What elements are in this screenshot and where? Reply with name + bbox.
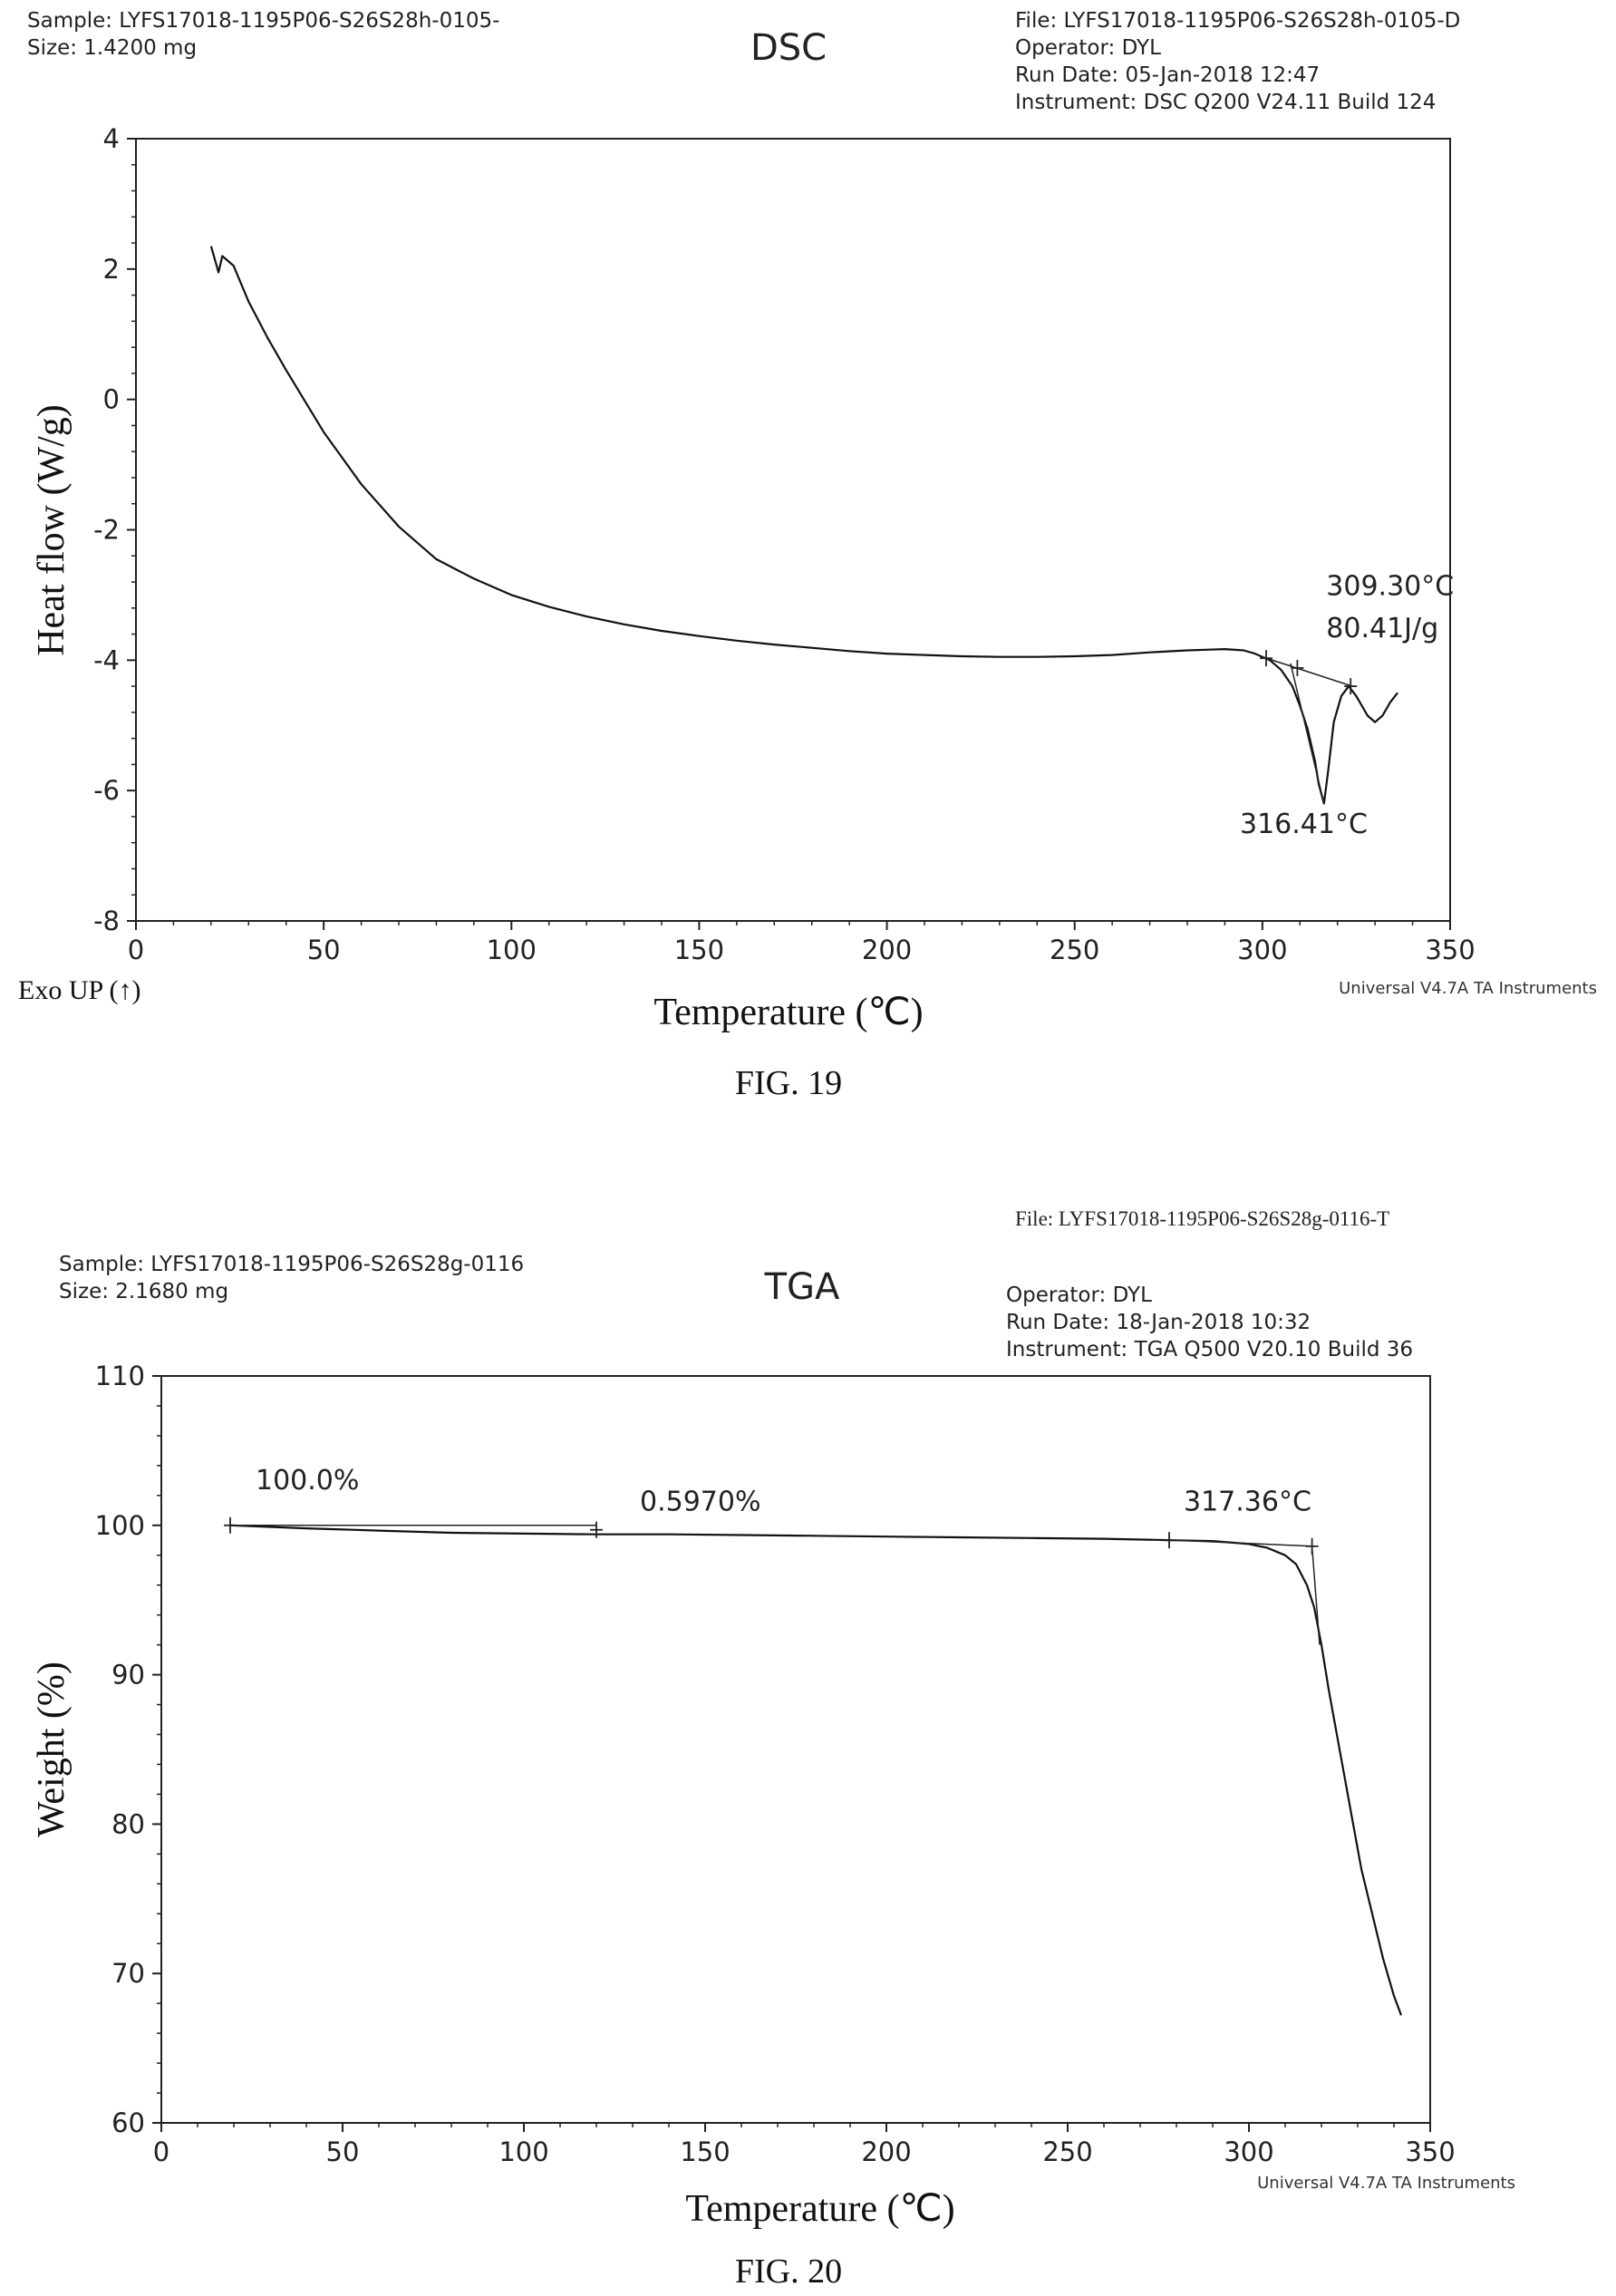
dsc-x-tick-label: 350 [1425, 935, 1475, 965]
dsc-annotation: 80.41J/g [1326, 613, 1438, 644]
dsc-file-label: File: LYFS17018-1195P06-S26S28h-0105-D [1015, 9, 1460, 33]
tga-x-ticks: 0 50 100 150 200 250 300 350 [153, 2123, 1456, 2167]
tga-marks: 100.0% 0.5970% 317.36°C [224, 1465, 1403, 2016]
dsc-y-tick-label: 0 [103, 384, 120, 415]
tga-y-tick-label: 60 [111, 2107, 145, 2138]
dsc-operator-label: Operator: DYL [1015, 36, 1161, 60]
dsc-analysis-line [1262, 656, 1353, 687]
tga-title: TGA [764, 1266, 840, 1308]
tga-x-tick-label: 0 [153, 2136, 169, 2167]
dsc-x-tick-label: 0 [128, 935, 144, 965]
dsc-y-ticks: -8 -6 -4 -2 0 2 4 [93, 123, 136, 936]
dsc-analysis-line [1290, 663, 1325, 804]
tga-annotation: 317.36°C [1184, 1486, 1311, 1517]
dsc-x-ticks: 0 50 100 150 200 250 300 350 [128, 921, 1476, 965]
dsc-x-tick-label: 50 [307, 935, 341, 965]
tga-annotation: 0.5970% [640, 1486, 760, 1517]
dsc-brand-label: Universal V4.7A TA Instruments [1339, 979, 1597, 998]
dsc-y-axis-label: Heat flow (W/g) [31, 404, 73, 656]
dsc-y-tick-label: -6 [93, 775, 120, 806]
dsc-y-tick-label: -8 [93, 906, 120, 936]
dsc-x-axis-label: Temperature (℃) [653, 992, 923, 1033]
tga-x-axis-label: Temperature (℃) [685, 2188, 954, 2230]
dsc-x-tick-label: 150 [674, 935, 724, 965]
tga-instrument-label: Instrument: TGA Q500 V20.10 Build 36 [1006, 1338, 1413, 1361]
tga-y-tick-label: 70 [111, 1958, 145, 1989]
fig19-caption: FIG. 19 [735, 1064, 842, 1102]
dsc-marks: 309.30°C 80.41J/g 316.41°C [209, 246, 1454, 840]
tga-x-tick-label: 50 [326, 2136, 360, 2167]
dsc-y-tick-label: -4 [93, 644, 120, 675]
dsc-y-tick-label: -2 [93, 515, 120, 546]
dsc-sample-label: Sample: LYFS17018-1195P06-S26S28h-0105- [27, 9, 499, 33]
tga-y-tick-label: 100 [95, 1510, 145, 1541]
dsc-y-tick-label: 4 [103, 123, 120, 154]
tga-curve-series-0 [229, 1524, 1403, 2016]
dsc-size-label: Size: 1.4200 mg [27, 36, 197, 60]
tga-size-label: Size: 2.1680 mg [59, 1280, 228, 1303]
tga-x-tick-label: 200 [861, 2136, 911, 2167]
dsc-x-tick-label: 100 [487, 935, 537, 965]
dsc-annotation: 316.41°C [1240, 809, 1368, 840]
dsc-y-tick-label: 2 [103, 254, 120, 285]
tga-file-label: File: LYFS17018-1195P06-S26S28g-0116-T [1015, 1207, 1389, 1230]
dsc-plot-frame [135, 138, 1451, 922]
dsc-instrument-label: Instrument: DSC Q200 V24.11 Build 124 [1015, 91, 1436, 114]
tga-plot-frame [160, 1375, 1431, 2124]
dsc-annotation: 309.30°C [1326, 570, 1454, 602]
dsc-title: DSC [750, 27, 827, 69]
tga-operator-label: Operator: DYL [1006, 1284, 1152, 1307]
tga-annotation: 100.0% [256, 1465, 359, 1497]
dsc-x-tick-label: 200 [862, 935, 912, 965]
tga-x-tick-label: 150 [680, 2136, 730, 2167]
tga-run-date-label: Run Date: 18-Jan-2018 10:32 [1006, 1311, 1311, 1334]
tga-x-tick-label: 300 [1224, 2136, 1273, 2167]
dsc-x-tick-label: 250 [1050, 935, 1099, 965]
fig20-caption: FIG. 20 [735, 2252, 842, 2291]
tga-y-ticks: 60 70 80 90 100 110 [95, 1361, 161, 2138]
tga-sample-label: Sample: LYFS17018-1195P06-S26S28g-0116 [59, 1253, 524, 1276]
tga-analysis-line [1311, 1545, 1321, 1645]
tga-chart: File: LYFS17018-1195P06-S26S28g-0116-T S… [31, 1207, 1515, 2291]
dsc-chart: Sample: LYFS17018-1195P06-S26S28h-0105- … [18, 9, 1597, 1102]
tga-x-tick-label: 100 [498, 2136, 548, 2167]
tga-x-tick-label: 250 [1042, 2136, 1092, 2167]
dsc-run-date-label: Run Date: 05-Jan-2018 12:47 [1015, 63, 1320, 87]
tga-y-tick-label: 90 [111, 1660, 145, 1691]
tga-y-tick-label: 110 [95, 1361, 145, 1391]
dsc-x-tick-label: 300 [1237, 935, 1287, 965]
tga-analysis-line [1176, 1539, 1315, 1547]
dsc-curve-series-0 [209, 246, 1398, 805]
dsc-exo-up-label: Exo UP (↑) [18, 975, 141, 1005]
tga-y-axis-label: Weight (%) [31, 1661, 73, 1837]
tga-x-tick-label: 350 [1405, 2136, 1455, 2167]
tga-brand-label: Universal V4.7A TA Instruments [1257, 2174, 1515, 2193]
tga-y-tick-label: 80 [111, 1808, 145, 1839]
